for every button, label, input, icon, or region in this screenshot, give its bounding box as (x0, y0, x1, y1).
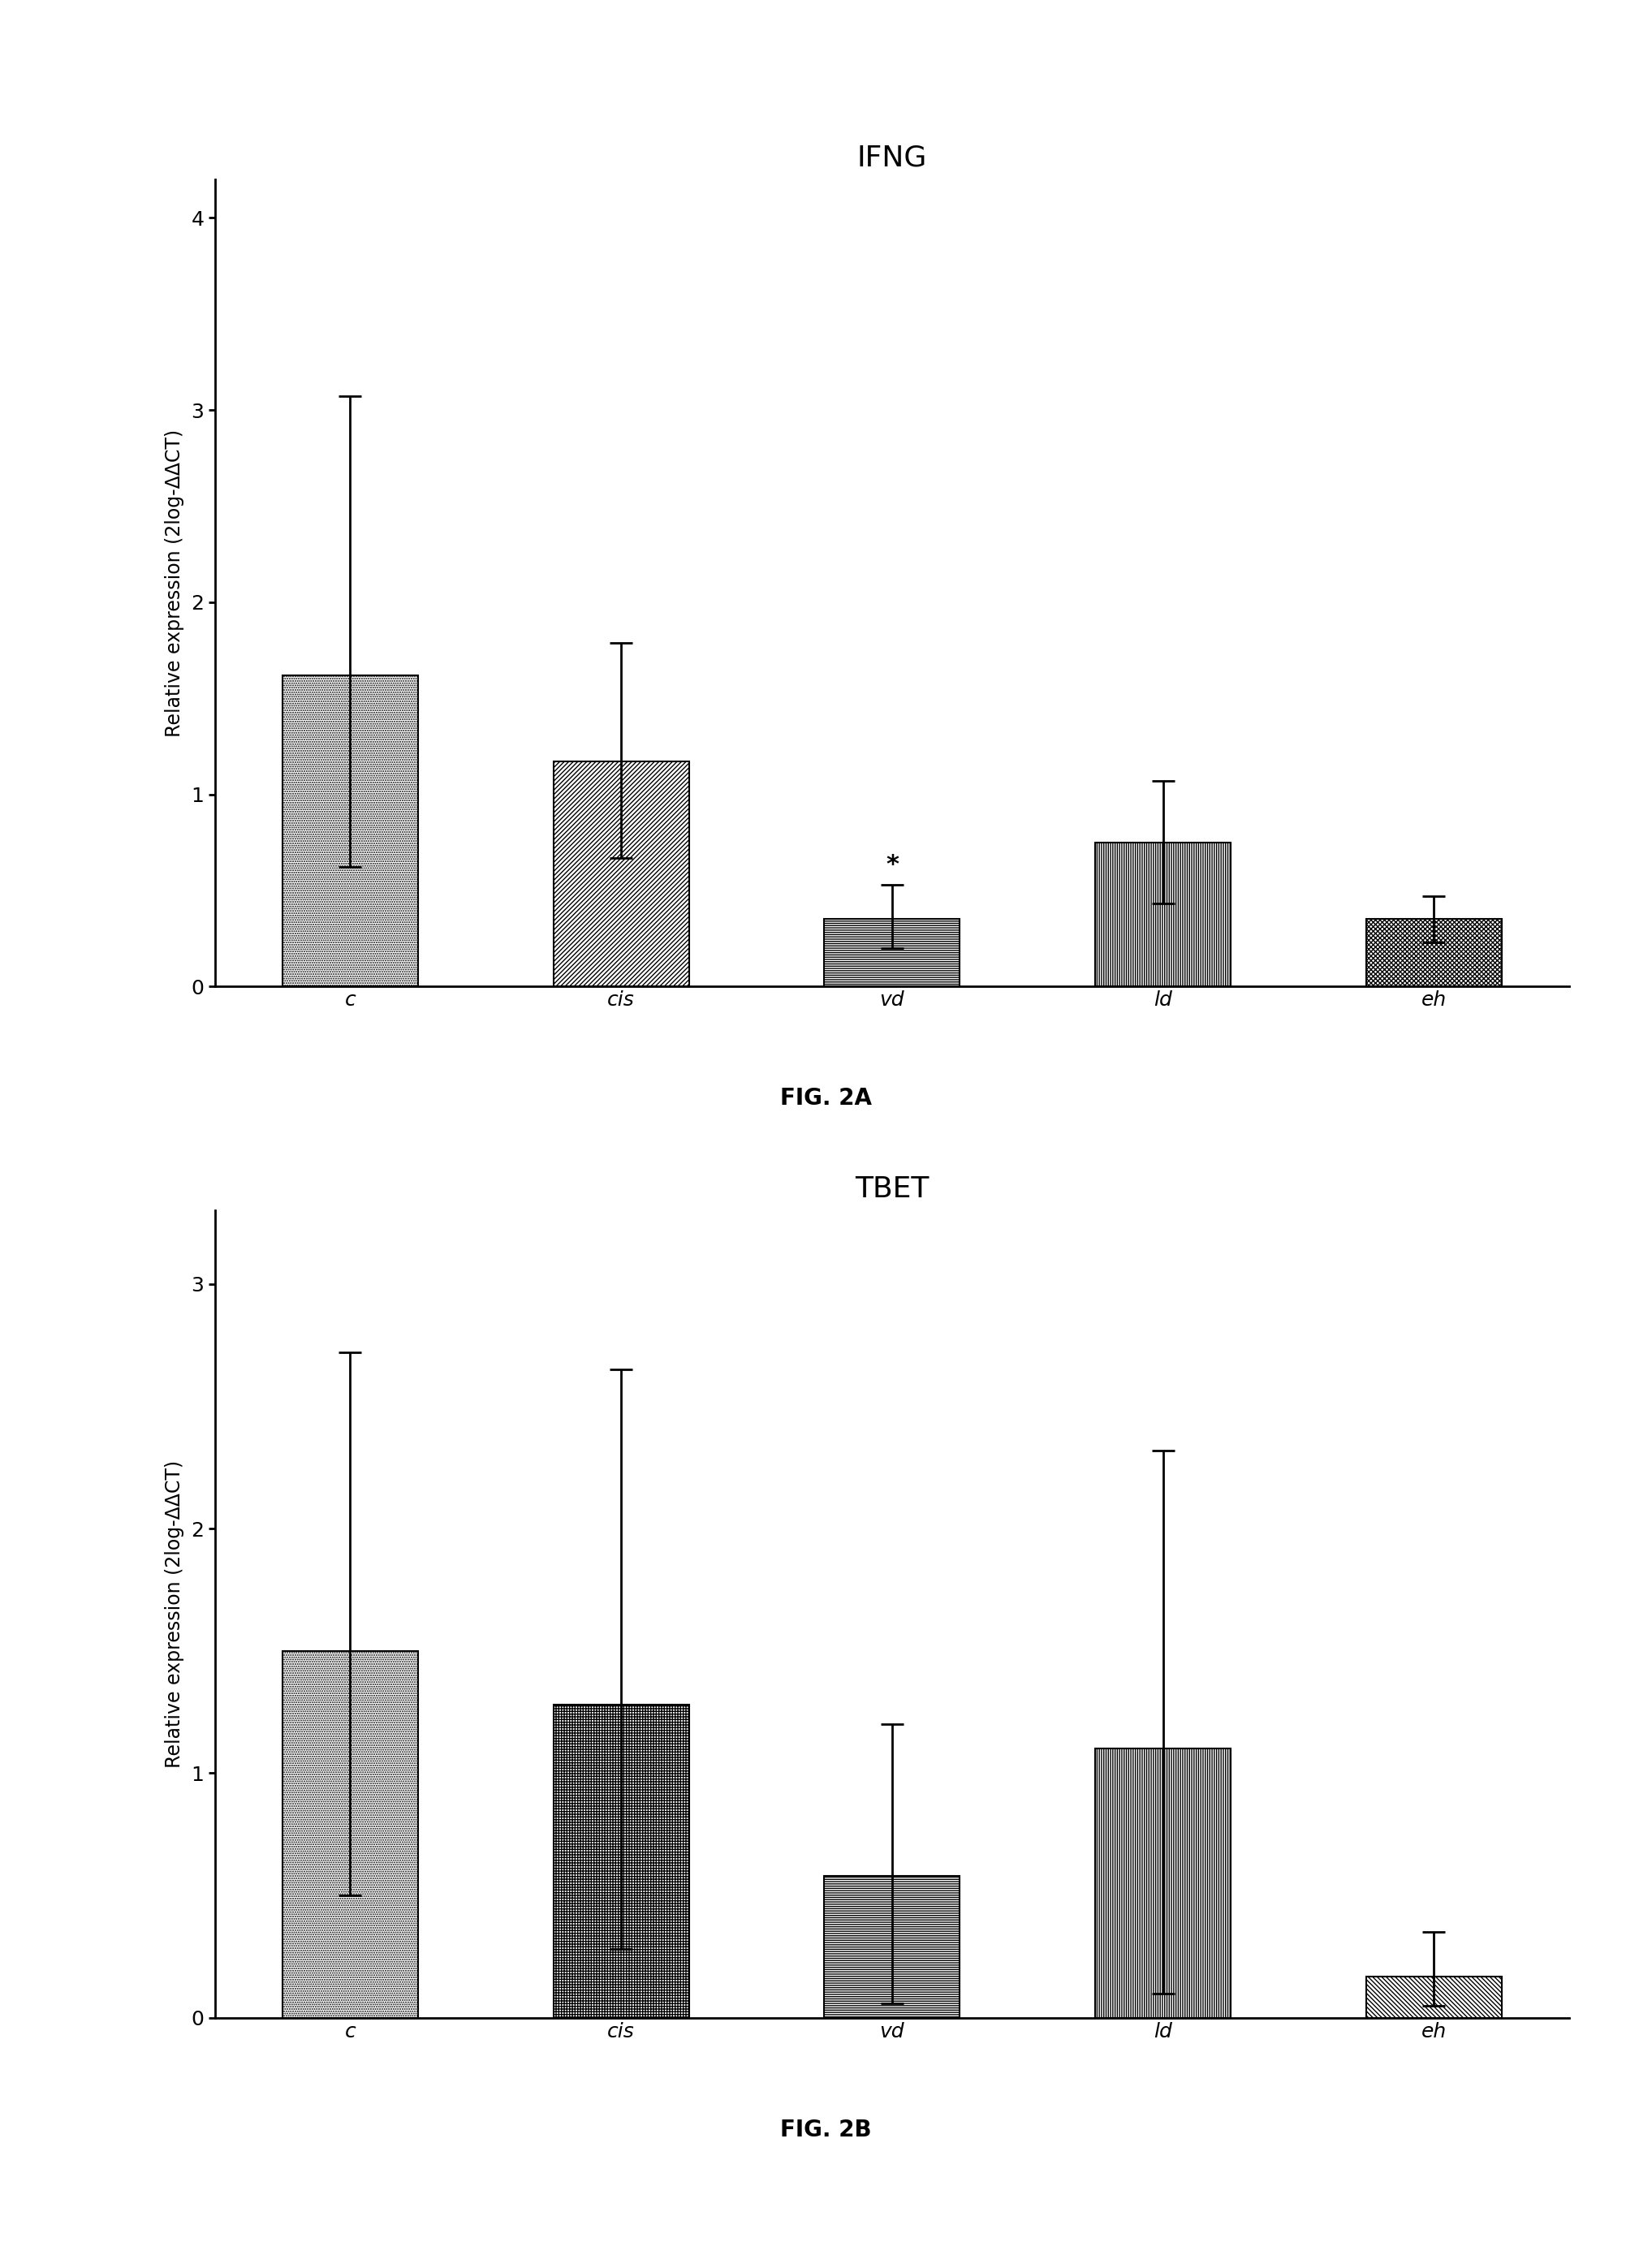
Bar (1366, 1975, 1502, 2018)
Text: FIG. 2A: FIG. 2A (780, 1087, 872, 1110)
Title: IFNG: IFNG (857, 143, 927, 173)
Bar (824, 919, 960, 986)
Bar (282, 1650, 418, 2018)
Bar (282, 675, 418, 986)
Bar (553, 762, 689, 986)
Y-axis label: Relative expression (2log-ΔΔCT): Relative expression (2log-ΔΔCT) (165, 428, 185, 738)
Bar (1095, 843, 1231, 986)
Title: TBET: TBET (856, 1175, 928, 1204)
Bar (824, 1877, 960, 2018)
Bar (1095, 1749, 1231, 2018)
Bar (553, 1704, 689, 2018)
Text: FIG. 2B: FIG. 2B (780, 2119, 872, 2141)
Text: *: * (885, 854, 899, 877)
Y-axis label: Relative expression (2log-ΔΔCT): Relative expression (2log-ΔΔCT) (165, 1460, 185, 1769)
Bar (1366, 919, 1502, 986)
